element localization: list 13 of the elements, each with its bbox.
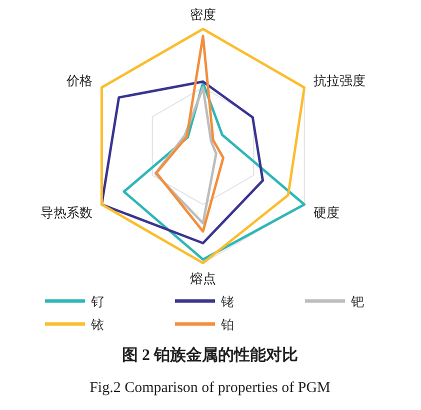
spoke-label: 密度 <box>190 6 216 22</box>
text: Fig.2 Comparison of properties of PGM <box>90 380 330 396</box>
text: 图 2 铂族金属的性能对比 <box>122 346 298 364</box>
legend-label: 铂 <box>220 317 234 332</box>
legend-label: 铱 <box>90 317 104 332</box>
spoke-label: 抗拉强度 <box>313 72 366 88</box>
legend-label: 铑 <box>220 294 234 309</box>
spoke-label: 导热系数 <box>40 205 93 220</box>
spoke-label: 熔点 <box>190 271 216 286</box>
legend-label: 钌 <box>90 294 104 309</box>
spoke-label: 价格 <box>66 72 93 88</box>
legend-label: 钯 <box>350 294 364 309</box>
spoke-label: 硬度 <box>313 205 340 220</box>
